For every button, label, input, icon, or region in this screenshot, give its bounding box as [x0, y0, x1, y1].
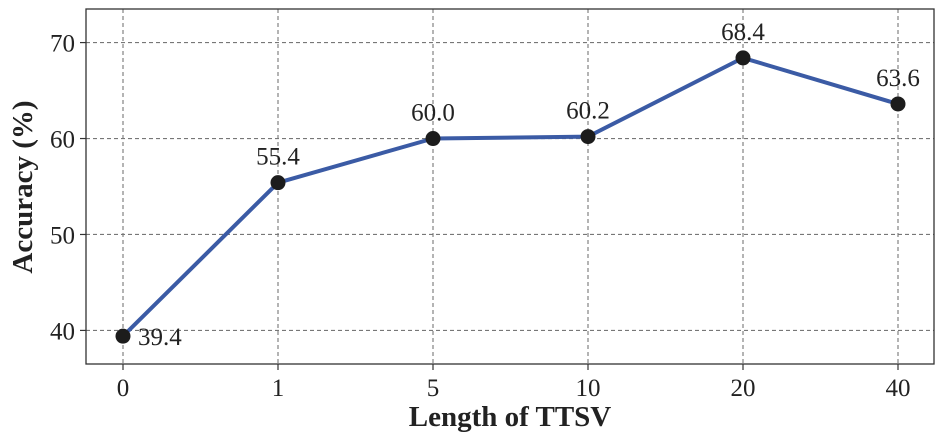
data-point: [115, 328, 131, 344]
x-tick-label: 20: [731, 375, 756, 402]
x-tick-label: 0: [117, 375, 130, 402]
data-label: 60.0: [411, 100, 455, 127]
x-tick-label: 10: [576, 375, 601, 402]
data-label: 68.4: [721, 19, 765, 46]
x-tick-label: 1: [272, 375, 285, 402]
x-axis-title: Length of TTSV: [409, 401, 612, 433]
data-label: 55.4: [256, 144, 300, 171]
ticks-group: 0 1 5 10 20 40 40 50 60 70: [50, 31, 911, 402]
data-label: 39.4: [138, 324, 182, 351]
x-tick-label: 40: [886, 375, 911, 402]
series-group: [115, 50, 906, 344]
data-labels-group: 39.4 55.4 60.0 60.2 68.4 63.6: [138, 19, 920, 351]
data-point: [735, 50, 751, 66]
data-point: [425, 131, 441, 147]
plot-frame: [85, 8, 935, 365]
y-tick-label: 40: [50, 318, 75, 345]
data-point: [270, 175, 286, 191]
y-tick-label: 60: [50, 127, 75, 154]
y-axis-title: Accuracy (%): [7, 100, 39, 273]
series-line: [121, 55, 900, 339]
data-label: 60.2: [566, 98, 610, 125]
data-point: [580, 129, 596, 145]
data-point: [890, 96, 906, 112]
y-tick-label: 50: [50, 222, 75, 249]
y-tick-label: 70: [50, 31, 75, 58]
data-label: 63.6: [876, 65, 920, 92]
x-tick-label: 5: [427, 375, 440, 402]
grid: [86, 9, 934, 364]
